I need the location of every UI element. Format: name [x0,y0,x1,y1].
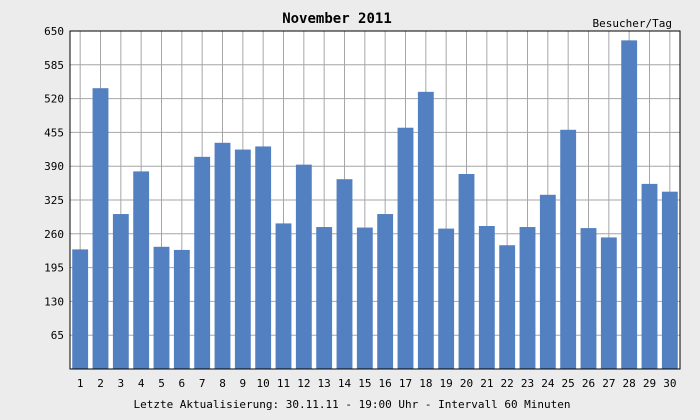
x-tick-labels: 1 2 3 4 5 6 7 8 9 10 11 12 13 14 15 16 17 18 19 20 21 22 23 24 2… [77,377,677,390]
x-tick-label: 28 [623,377,636,390]
x-tick-label: 22 [501,377,514,390]
y-tick-labels: 65 130 195 260 325 390 455 520 585 650 [44,25,64,342]
bar-day-18 [417,91,434,369]
bar-day-4 [133,171,150,369]
x-tick-label: 25 [562,377,575,390]
y-tick-label: 195 [44,262,64,275]
bar-day-2 [92,88,109,369]
chart-footer: Letzte Aktualisierung: 30.11.11 - 19:00 … [133,398,570,411]
x-tick-label: 12 [297,377,310,390]
x-tick-label: 23 [521,377,534,390]
x-tick-label: 27 [602,377,615,390]
bar-day-5 [153,246,170,369]
bar-day-15 [356,227,373,369]
x-tick-label: 5 [158,377,165,390]
bar-day-29 [641,183,658,369]
bar-day-12 [295,164,312,369]
x-tick-label: 8 [219,377,226,390]
x-tick-label: 10 [257,377,270,390]
x-tick-label: 16 [379,377,392,390]
bar-day-21 [478,226,495,369]
y-tick-label: 65 [51,329,64,342]
bar-day-17 [397,127,414,369]
y-tick-label: 455 [44,126,64,139]
x-tick-label: 24 [541,377,555,390]
bars [72,40,678,370]
bar-day-6 [173,249,190,369]
bar-day-16 [377,214,394,369]
bar-day-20 [458,174,475,369]
bar-day-19 [438,228,455,369]
x-tick-label: 20 [460,377,473,390]
bar-day-25 [560,129,577,369]
bar-day-23 [519,227,536,369]
x-tick-label: 18 [419,377,432,390]
x-tick-label: 9 [240,377,247,390]
y-tick-label: 585 [44,59,64,72]
bar-day-3 [112,214,129,369]
x-tick-label: 3 [118,377,125,390]
x-tick-label: 13 [318,377,331,390]
x-tick-label: 6 [179,377,186,390]
bar-day-1 [72,249,89,369]
x-tick-label: 29 [643,377,656,390]
bar-day-24 [539,194,556,369]
x-tick-label: 14 [338,377,352,390]
x-tick-label: 30 [663,377,676,390]
y-tick-label: 650 [44,25,64,38]
plot-frame [69,30,681,370]
bar-day-13 [316,227,333,369]
x-tick-label: 21 [480,377,493,390]
y-axis-label: Besucher/Tag [593,17,672,30]
x-tick-label: 11 [277,377,290,390]
bar-day-10 [255,146,272,369]
bar-day-28 [621,40,638,370]
x-tick-label: 2 [97,377,104,390]
x-tick-label: 15 [358,377,371,390]
y-tick-label: 520 [44,93,64,106]
x-tick-label: 1 [77,377,84,390]
bar-day-9 [234,149,251,369]
bar-day-8 [214,142,231,369]
bar-day-11 [275,223,292,369]
chart-title: November 2011 [282,11,392,27]
bar-day-27 [600,237,617,369]
y-tick-label: 260 [44,228,64,241]
x-tick-label: 19 [440,377,453,390]
x-tick-label: 26 [582,377,595,390]
y-tick-label: 130 [44,295,64,308]
bar-day-7 [194,156,211,369]
x-tick-label: 4 [138,377,145,390]
x-tick-label: 17 [399,377,412,390]
bar-day-22 [499,245,516,369]
x-tick-label: 7 [199,377,206,390]
bar-day-14 [336,179,353,369]
bar-day-30 [661,191,678,369]
bar-day-26 [580,228,597,369]
y-tick-label: 325 [44,194,64,207]
y-tick-label: 390 [44,160,64,173]
